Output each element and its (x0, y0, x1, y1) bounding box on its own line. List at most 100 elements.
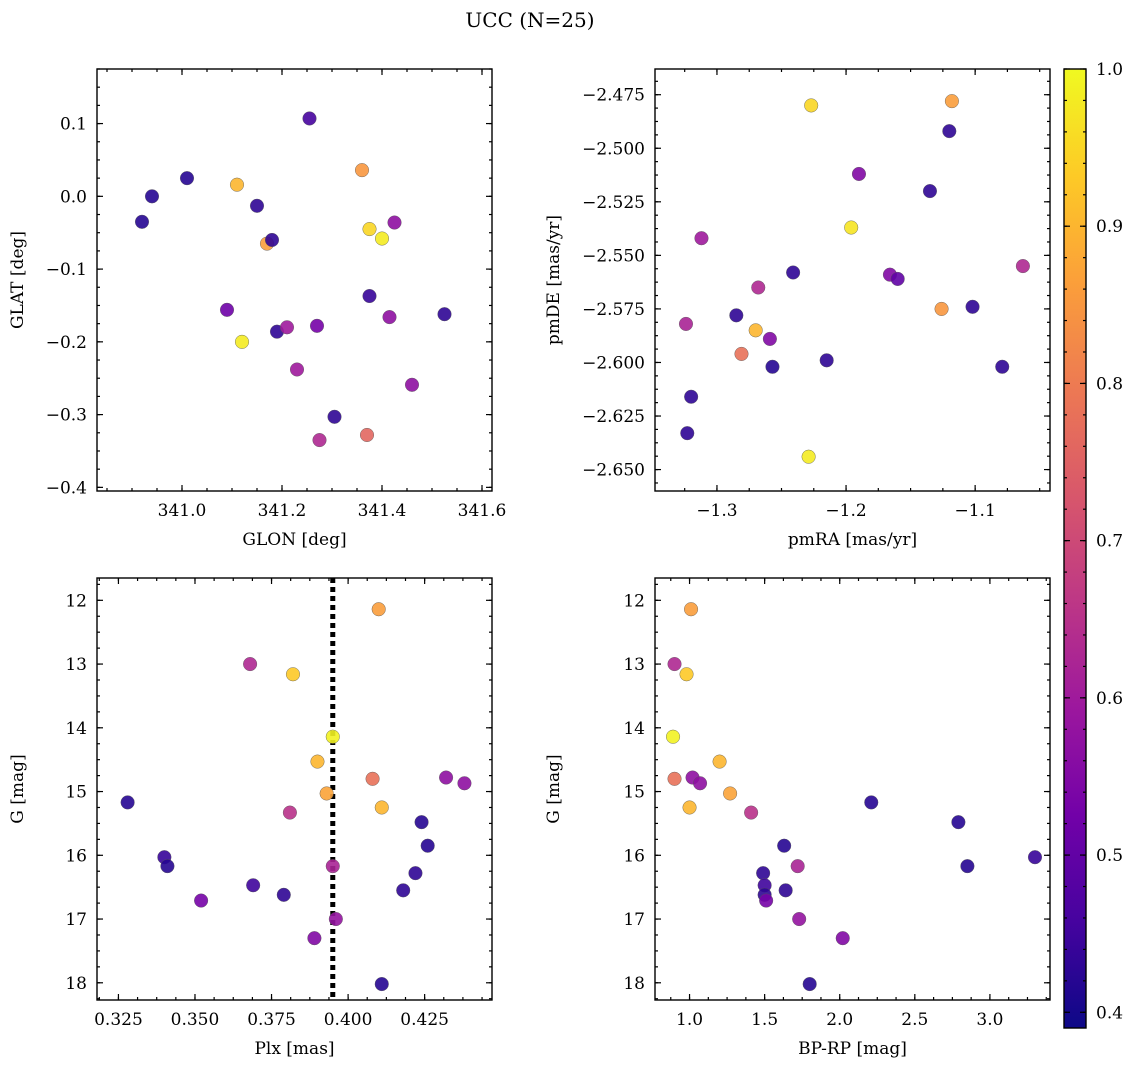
y-tick-label: −2.650 (582, 461, 645, 481)
data-point (276, 887, 291, 902)
colorbar-frame (1063, 68, 1087, 1029)
x-tick-label: −1.1 (954, 501, 995, 521)
data-point (312, 433, 327, 448)
y-tick-label: 13 (65, 655, 87, 675)
data-point (762, 331, 777, 346)
figure-title: UCC (N=25) (465, 8, 594, 32)
data-point (864, 795, 879, 810)
data-point (890, 271, 905, 286)
data-point (362, 289, 377, 304)
y-axis-label: G [mag] (544, 754, 564, 823)
colorbar-tick-label: 0.6 (1096, 689, 1123, 709)
data-point (801, 449, 816, 464)
data-point (851, 166, 866, 181)
data-point (759, 893, 774, 908)
data-point (374, 800, 389, 815)
data-point (302, 111, 317, 126)
data-point (282, 805, 297, 820)
data-point (744, 805, 759, 820)
y-tick-label: −0.1 (46, 260, 87, 280)
data-point (819, 353, 834, 368)
data-point (457, 776, 472, 791)
y-tick-label: 18 (65, 974, 87, 994)
data-point (951, 815, 966, 830)
y-tick-label: 0.0 (60, 187, 87, 207)
colorbar-gradient (1064, 69, 1086, 1028)
colorbar-tick-label: 0.9 (1096, 217, 1123, 237)
data-point (734, 346, 749, 361)
data-point (285, 667, 300, 682)
y-axis-label: pmDE [mas/yr] (544, 215, 564, 345)
data-point (729, 308, 744, 323)
colorbar-tick-label: 0.5 (1096, 846, 1123, 866)
data-point (680, 426, 695, 441)
x-axis-label: BP-RP [mag] (798, 1039, 907, 1059)
y-tick-label: 17 (65, 910, 87, 930)
data-point (995, 359, 1010, 374)
colorbar-tick-label: 0.8 (1096, 374, 1123, 394)
data-point (682, 800, 697, 815)
data-point (777, 838, 792, 853)
data-point (667, 657, 682, 672)
data-point (382, 310, 397, 325)
data-point (325, 729, 340, 744)
data-point (249, 198, 264, 213)
y-axis-label: G [mag] (8, 754, 28, 823)
data-point (246, 878, 261, 893)
axes-frame (654, 577, 1051, 1001)
x-tick-label: 341.4 (358, 501, 407, 521)
data-point (934, 301, 949, 316)
data-point (310, 754, 325, 769)
data-point (678, 316, 693, 331)
x-tick-label: −1.3 (696, 501, 737, 521)
data-point (1015, 259, 1030, 274)
y-tick-label: 13 (623, 655, 645, 675)
data-point (420, 838, 435, 853)
data-point (439, 770, 454, 785)
data-point (307, 931, 322, 946)
y-tick-label: −0.2 (46, 333, 87, 353)
data-point (756, 866, 771, 881)
panels: 341.0 341.2 341.4 341.6 −0.4 −0.3 −0.2 −0.1 0.0 0… (8, 68, 1051, 1059)
data-point (219, 302, 234, 317)
x-tick-label: 341.0 (158, 501, 207, 521)
axes-frame (96, 577, 493, 1001)
data-point (144, 189, 159, 204)
y-tick-label: 12 (623, 591, 645, 611)
y-tick-label: 15 (65, 783, 87, 803)
data-point (120, 795, 135, 810)
data-point (265, 232, 280, 247)
data-point (765, 359, 780, 374)
data-point (684, 389, 699, 404)
y-tick-label: −0.3 (46, 406, 87, 426)
data-point (328, 912, 343, 927)
x-tick-label: 0.425 (400, 1010, 449, 1030)
data-point (802, 977, 817, 992)
y-tick-label: −0.4 (46, 478, 87, 498)
y-tick-label: −2.625 (582, 407, 645, 427)
colorbar-tick-label: 0.7 (1096, 532, 1123, 552)
data-point (684, 602, 699, 617)
data-point (179, 171, 194, 186)
panel-bprp-g: 1.0 1.5 2.0 2.5 3.0 12 13 14 15 16 17 18 BP-RP [mag]… (544, 577, 1051, 1059)
x-tick-label: 1.0 (676, 1010, 703, 1030)
y-tick-label: 0.1 (60, 115, 87, 135)
x-tick-label: 2.0 (826, 1010, 853, 1030)
y-tick-label: 16 (65, 846, 87, 866)
panel-glon-glat: 341.0 341.2 341.4 341.6 −0.4 −0.3 −0.2 −0.1 0.0 0… (8, 68, 506, 550)
x-tick-label: 1.5 (751, 1010, 778, 1030)
x-axis-label: GLON [deg] (242, 530, 346, 550)
data-point (229, 177, 244, 192)
data-point (290, 362, 305, 377)
panel-pmra-pmde: −1.3 −1.2 −1.1 −2.650 −2.625 −2.600 −2.575 −2.5… (544, 68, 1051, 550)
data-point (786, 265, 801, 280)
y-tick-label: −2.525 (582, 193, 645, 213)
data-point (362, 222, 377, 237)
colorbar: 0.4 0.5 0.6 0.7 0.8 0.9 1.0 (1063, 60, 1123, 1029)
colorbar-tick-label: 0.4 (1096, 1003, 1123, 1023)
x-tick-label: 341.2 (258, 501, 307, 521)
data-point (405, 377, 420, 392)
x-tick-label: 0.350 (171, 1010, 220, 1030)
data-point (160, 859, 175, 874)
data-point (234, 334, 249, 349)
